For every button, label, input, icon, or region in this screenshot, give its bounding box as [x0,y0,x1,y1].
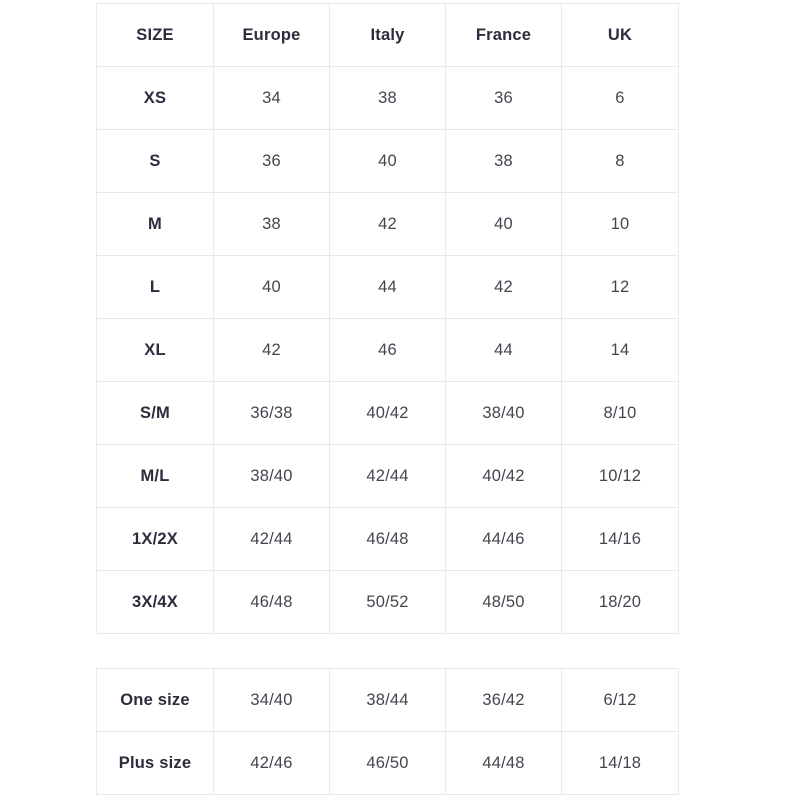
column-header-size: SIZE [96,3,214,67]
cell-europe: 36/38 [213,381,330,445]
cell-uk: 10/12 [561,444,679,508]
cell-size: M [96,192,214,256]
table-row: M 38 42 40 10 [96,192,679,256]
cell-europe: 38/40 [213,444,330,508]
cell-france: 44/48 [445,731,562,795]
table-row: 1X/2X 42/44 46/48 44/46 14/16 [96,507,679,571]
column-header-europe: Europe [213,3,330,67]
cell-size: S [96,129,214,193]
cell-size: L [96,255,214,319]
cell-uk: 8 [561,129,679,193]
cell-france: 44 [445,318,562,382]
cell-uk: 18/20 [561,570,679,634]
cell-uk: 14/18 [561,731,679,795]
cell-size: XS [96,66,214,130]
cell-europe: 46/48 [213,570,330,634]
cell-france: 40/42 [445,444,562,508]
one-size-plus-size-table: One size 34/40 38/44 36/42 6/12 Plus siz… [96,668,679,795]
cell-size: 1X/2X [96,507,214,571]
table-row: S 36 40 38 8 [96,129,679,193]
table-row: 3X/4X 46/48 50/52 48/50 18/20 [96,570,679,634]
cell-france: 44/46 [445,507,562,571]
cell-france: 36/42 [445,668,562,732]
cell-uk: 12 [561,255,679,319]
size-conversion-table: SIZE Europe Italy France UK XS 34 38 36 … [96,3,679,634]
cell-uk: 14 [561,318,679,382]
cell-europe: 40 [213,255,330,319]
cell-italy: 40 [329,129,446,193]
column-header-italy: Italy [329,3,446,67]
table-row: L 40 44 42 12 [96,255,679,319]
cell-europe: 36 [213,129,330,193]
cell-italy: 44 [329,255,446,319]
cell-italy: 40/42 [329,381,446,445]
cell-italy: 46/50 [329,731,446,795]
cell-size: Plus size [96,731,214,795]
cell-uk: 10 [561,192,679,256]
table-header-row: SIZE Europe Italy France UK [96,3,679,67]
one-size-plus-size-table-container: One size 34/40 38/44 36/42 6/12 Plus siz… [96,668,679,795]
cell-uk: 14/16 [561,507,679,571]
cell-europe: 34 [213,66,330,130]
cell-europe: 34/40 [213,668,330,732]
cell-italy: 46/48 [329,507,446,571]
table-header: SIZE Europe Italy France UK [96,3,679,67]
table-row: M/L 38/40 42/44 40/42 10/12 [96,444,679,508]
size-conversion-table-container: SIZE Europe Italy France UK XS 34 38 36 … [96,3,679,634]
cell-italy: 46 [329,318,446,382]
cell-europe: 38 [213,192,330,256]
column-header-uk: UK [561,3,679,67]
cell-italy: 42 [329,192,446,256]
cell-uk: 8/10 [561,381,679,445]
cell-france: 38 [445,129,562,193]
table-body: XS 34 38 36 6 S 36 40 38 8 M 38 42 [96,66,679,634]
cell-france: 40 [445,192,562,256]
cell-italy: 38 [329,66,446,130]
cell-size: M/L [96,444,214,508]
table-row: S/M 36/38 40/42 38/40 8/10 [96,381,679,445]
cell-uk: 6 [561,66,679,130]
cell-size: One size [96,668,214,732]
cell-uk: 6/12 [561,668,679,732]
cell-italy: 50/52 [329,570,446,634]
cell-france: 42 [445,255,562,319]
table-body: One size 34/40 38/44 36/42 6/12 Plus siz… [96,668,679,795]
cell-europe: 42 [213,318,330,382]
cell-france: 48/50 [445,570,562,634]
cell-italy: 42/44 [329,444,446,508]
cell-france: 36 [445,66,562,130]
cell-europe: 42/46 [213,731,330,795]
column-header-france: France [445,3,562,67]
cell-europe: 42/44 [213,507,330,571]
cell-italy: 38/44 [329,668,446,732]
cell-size: S/M [96,381,214,445]
table-row: Plus size 42/46 46/50 44/48 14/18 [96,731,679,795]
cell-size: XL [96,318,214,382]
cell-france: 38/40 [445,381,562,445]
table-row: XS 34 38 36 6 [96,66,679,130]
table-row: One size 34/40 38/44 36/42 6/12 [96,668,679,732]
table-row: XL 42 46 44 14 [96,318,679,382]
cell-size: 3X/4X [96,570,214,634]
